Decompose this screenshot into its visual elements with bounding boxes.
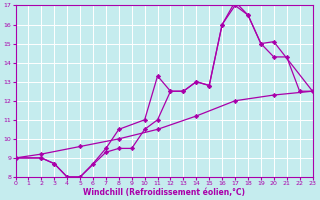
X-axis label: Windchill (Refroidissement éolien,°C): Windchill (Refroidissement éolien,°C) — [83, 188, 245, 197]
